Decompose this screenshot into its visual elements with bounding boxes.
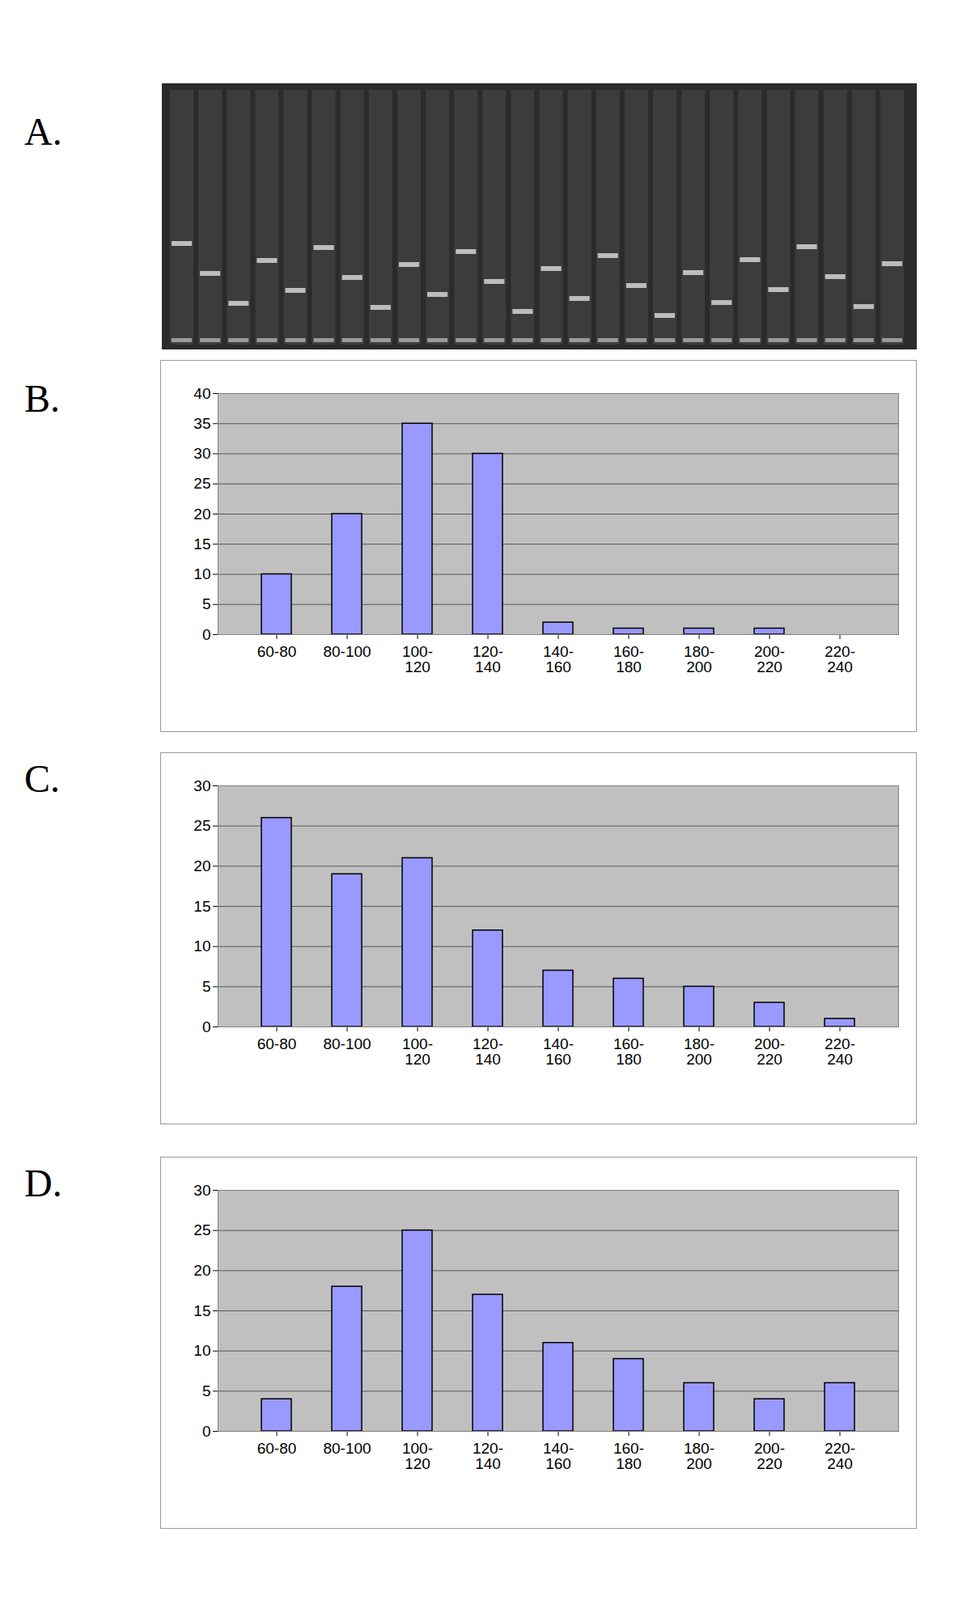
html-text:B.: B. [24,377,60,420]
svg-text:10: 10 [193,565,211,583]
svg-text:40: 40 [193,385,211,403]
svg-text:220-240: 220-240 [824,1035,856,1069]
svg-text:120-140: 120-140 [472,1035,504,1069]
svg-text:60-80: 60-80 [257,1035,297,1053]
svg-text:0: 0 [202,1018,212,1036]
svg-text:160-180: 160-180 [613,1035,645,1069]
svg-text:25: 25 [193,817,211,835]
svg-text:60-80: 60-80 [257,1440,297,1458]
svg-text:15: 15 [193,535,211,553]
svg-text:220-240: 220-240 [824,643,856,676]
html-text:C.: C. [24,757,60,801]
svg-text:5: 5 [202,978,212,996]
html-text:D.: D. [24,1161,63,1205]
svg-text:200-220: 200-220 [754,1440,785,1473]
svg-text:180-200: 180-200 [683,1440,715,1473]
html-text:A.: A. [24,110,63,153]
svg-text:100-120: 100-120 [402,643,433,676]
svg-text:200-220: 200-220 [754,643,785,676]
svg-text:15: 15 [193,1302,211,1320]
svg-text:180-200: 180-200 [683,643,715,676]
svg-text:140-160: 140-160 [542,643,574,676]
svg-text:20: 20 [193,1262,211,1280]
svg-text:10: 10 [193,1342,211,1360]
svg-text:160-180: 160-180 [613,643,645,676]
svg-text:80-100: 80-100 [322,643,371,661]
svg-text:80-100: 80-100 [322,1440,371,1458]
svg-text:5: 5 [202,1382,212,1400]
svg-text:20: 20 [193,505,211,523]
svg-text:140-160: 140-160 [542,1035,574,1069]
svg-text:100-120: 100-120 [402,1440,433,1473]
svg-text:120-140: 120-140 [472,643,504,676]
svg-text:80-100: 80-100 [322,1035,371,1053]
svg-text:160-180: 160-180 [613,1440,645,1473]
svg-text:35: 35 [193,415,211,433]
svg-text:120-140: 120-140 [472,1440,504,1473]
svg-text:30: 30 [193,1182,211,1200]
svg-text:220-240: 220-240 [824,1440,856,1473]
svg-text:15: 15 [193,898,211,916]
svg-text:25: 25 [193,1221,211,1239]
svg-text:100-120: 100-120 [402,1035,433,1069]
svg-text:5: 5 [202,595,212,613]
svg-text:0: 0 [202,1423,212,1441]
svg-text:25: 25 [193,474,211,492]
svg-text:60-80: 60-80 [257,643,297,661]
svg-text:180-200: 180-200 [683,1035,715,1069]
svg-text:20: 20 [193,857,211,875]
svg-text:0: 0 [202,626,212,644]
svg-text:30: 30 [193,445,211,463]
svg-text:140-160: 140-160 [542,1440,574,1473]
svg-text:30: 30 [193,777,211,795]
svg-text:200-220: 200-220 [754,1035,785,1069]
svg-text:10: 10 [193,937,211,955]
